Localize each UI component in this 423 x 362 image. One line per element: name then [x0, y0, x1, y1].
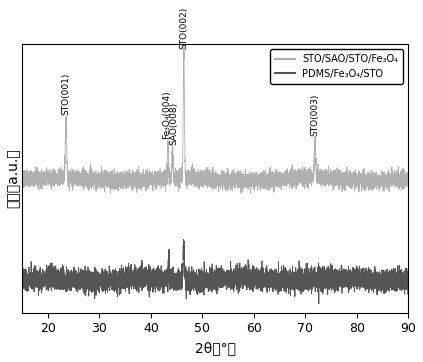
X-axis label: 2θ（°）: 2θ（°） — [195, 341, 236, 355]
Text: STO(001): STO(001) — [62, 72, 71, 115]
Text: Fe₃O₄(004): Fe₃O₄(004) — [162, 90, 171, 139]
Text: STO(003): STO(003) — [310, 93, 319, 136]
Text: SAO(008): SAO(008) — [169, 102, 178, 145]
Y-axis label: 强度（a.u.）: 强度（a.u.） — [7, 149, 21, 209]
Legend: STO/SAO/STO/Fe₃O₄, PDMS/Fe₃O₄/STO: STO/SAO/STO/Fe₃O₄, PDMS/Fe₃O₄/STO — [270, 49, 403, 84]
Text: STO(002): STO(002) — [179, 7, 188, 49]
